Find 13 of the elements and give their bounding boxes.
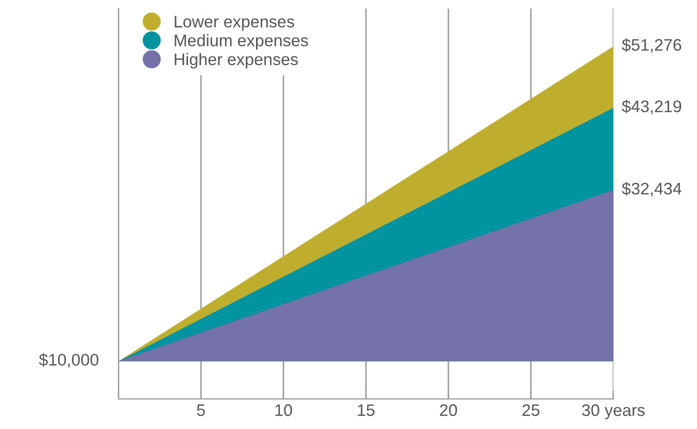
x-tick-label: 20 <box>440 404 458 416</box>
x-tick-label: 5 <box>197 404 205 416</box>
data-label: $10,000 <box>38 353 98 368</box>
x-tick-label: 30 years <box>582 404 645 420</box>
x-tick-label: 15 <box>358 404 374 416</box>
data-label: $32,434 <box>622 182 682 197</box>
x-tick-label: 10 <box>275 404 292 416</box>
legend-label: Higher expenses <box>174 52 298 69</box>
legend-label: Medium expenses <box>174 34 308 50</box>
data-label: $43,219 <box>622 100 682 114</box>
x-tick-label: 25 <box>522 404 540 416</box>
legend-label: Lower expenses <box>174 16 294 31</box>
data-label: $51,276 <box>622 38 682 53</box>
